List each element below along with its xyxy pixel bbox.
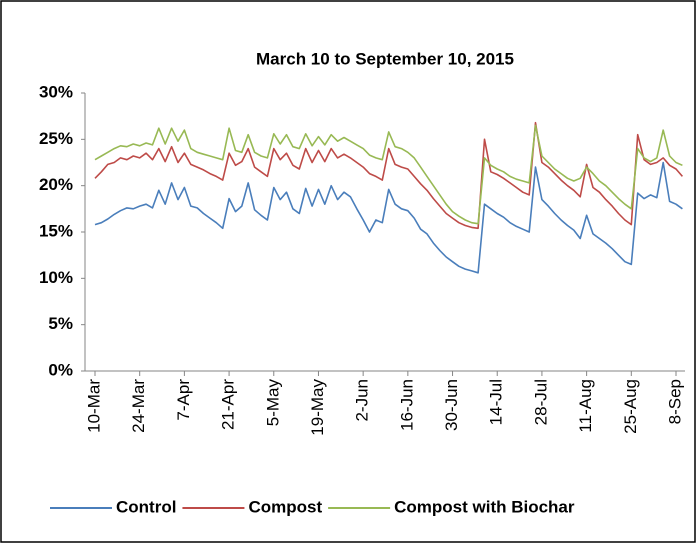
x-tick-label: 19-May: [308, 379, 327, 436]
legend-label: Compost with Biochar: [394, 497, 575, 516]
series-line: [94, 121, 684, 230]
series-line: [94, 124, 683, 225]
x-tick-label: 24-Mar: [129, 379, 148, 433]
x-tick-label: 30-Jun: [442, 379, 461, 431]
x-tick-label: 8-Sep: [665, 379, 684, 424]
x-tick-label: 14-Jul: [487, 379, 506, 425]
series-line: [94, 161, 683, 274]
x-tick-label: 25-Aug: [621, 379, 640, 434]
y-tick-label: 5%: [48, 314, 73, 333]
x-tick-label: 2-Jun: [353, 379, 372, 422]
x-tick-label: 11-Aug: [576, 379, 595, 433]
legend-label: Compost: [248, 497, 322, 516]
y-tick-label: 20%: [39, 175, 73, 194]
legend-label: Control: [116, 497, 176, 516]
x-tick-label: 5-May: [263, 379, 282, 427]
y-tick-label: 15%: [39, 221, 73, 240]
y-tick-label: 30%: [39, 82, 73, 101]
y-tick-label: 10%: [39, 268, 73, 287]
chart-title: March 10 to September 10, 2015: [256, 49, 514, 68]
x-tick-label: 28-Jul: [531, 379, 550, 425]
x-tick-label: 16-Jun: [397, 379, 416, 431]
x-tick-label: 21-Apr: [219, 379, 238, 430]
x-tick-label: 10-Mar: [84, 379, 103, 433]
y-tick-label: 0%: [48, 360, 73, 379]
y-tick-label: 25%: [39, 129, 73, 148]
x-tick-label: 7-Apr: [174, 379, 193, 421]
